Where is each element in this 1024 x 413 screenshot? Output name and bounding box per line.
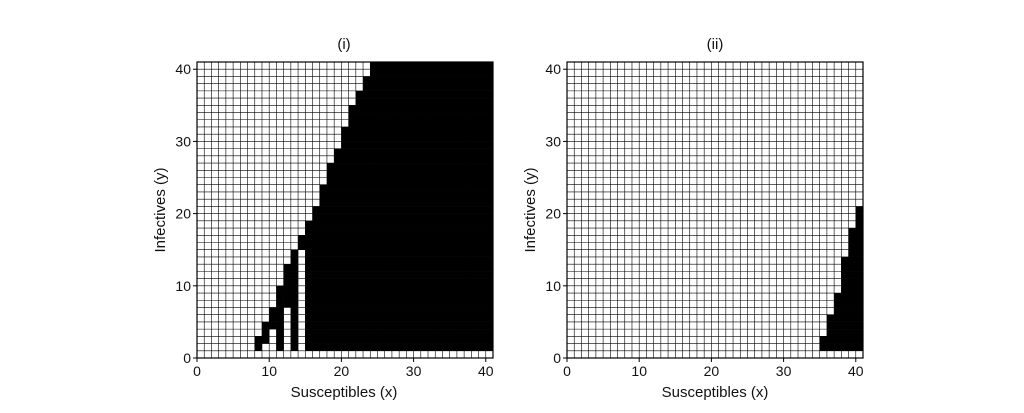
filled-cell-run [276,293,284,301]
y-tick-label: 40 [545,61,561,77]
filled-cell-run [276,285,299,294]
filled-cell-run [841,271,863,279]
filled-cell-run [290,321,299,330]
filled-cell-run [826,314,863,322]
plot-frame [196,61,494,359]
filled-cell-run [298,235,493,243]
y-tick-label: 30 [545,133,561,149]
y-axis-label: Infectives (y) [152,167,169,252]
filled-cell-run [341,126,493,135]
panel-title: (i) [337,36,350,53]
x-axis-ticks: 0 10 20 30 40 [193,358,494,379]
filled-cell-run [312,213,493,221]
filled-cell-run [290,314,299,322]
filled-cell-run [326,163,493,171]
heatmap-cells [197,62,493,358]
filled-cell-run [841,285,863,294]
y-tick-label: 20 [175,206,191,222]
x-tick-label: 10 [631,363,647,379]
filled-cell-run [276,321,284,330]
filled-cell-run [326,177,493,185]
x-tick-label: 30 [776,363,792,379]
filled-cell-run [841,264,863,272]
x-tick-label: 20 [704,363,720,379]
filled-cell-run [290,249,299,257]
filled-cell-run [276,343,284,351]
y-tick-label: 10 [175,278,191,294]
filled-cell-run [326,170,493,178]
filled-cell-run [355,90,493,99]
filled-cell-run [855,213,863,221]
filled-cell-run [312,206,493,214]
filled-cell-run [341,141,493,149]
panel-ii: (ii) 0 10 20 30 40 0 10 20 30 40 Susceptibles (x… [522,36,864,401]
y-tick-label: 0 [183,350,191,366]
y-tick-label: 40 [175,61,191,77]
panel-i: (i) 0 10 20 30 40 0 10 20 30 40 Susceptibles (x)… [152,36,494,401]
x-tick-label: 20 [334,363,350,379]
filled-cell-run [290,307,299,315]
filled-cell-run [841,278,863,286]
grid-lines [196,61,494,359]
y-tick-label: 0 [553,350,561,366]
x-axis-label: Susceptibles (x) [662,384,769,401]
filled-cell-run [254,343,262,351]
filled-cell-run [290,336,299,344]
filled-cell-run [826,329,863,337]
x-tick-label: 10 [261,363,277,379]
x-tick-label: 0 [563,363,571,379]
filled-cell-run [298,242,493,250]
x-axis-ticks: 0 10 20 30 40 [563,358,864,379]
filled-cell-run [855,220,863,229]
filled-cell-run [855,206,863,214]
y-axis-label: Infectives (y) [522,167,539,252]
x-tick-label: 30 [406,363,422,379]
filled-cell-run [370,62,493,70]
filled-cell-run [290,256,299,265]
y-axis-ticks: 0 10 20 30 40 [175,61,197,366]
filled-cell-run [261,329,270,337]
y-tick-label: 30 [175,133,191,149]
panel-title: (ii) [707,36,724,53]
filled-cell-run [826,321,863,330]
x-tick-label: 0 [193,363,201,379]
filled-cell-run [276,300,284,308]
x-tick-label: 40 [848,363,864,379]
y-axis-ticks: 0 10 20 30 40 [545,61,567,366]
y-tick-label: 10 [545,278,561,294]
plot-background [567,62,863,358]
y-tick-label: 20 [545,206,561,222]
filled-cell-run [276,336,284,344]
filled-cell-run [276,329,284,337]
filled-cell-run [341,134,493,142]
filled-cell-run [841,256,863,265]
heatmap-cells [567,62,863,358]
grid-lines [566,61,864,359]
x-tick-label: 40 [478,363,494,379]
x-axis-label: Susceptibles (x) [291,384,398,401]
filled-cell-run [290,343,299,351]
filled-cell-run [290,329,299,337]
plot-frame [566,61,864,359]
filled-cell-run [355,98,493,106]
filled-cell-run [370,69,493,77]
